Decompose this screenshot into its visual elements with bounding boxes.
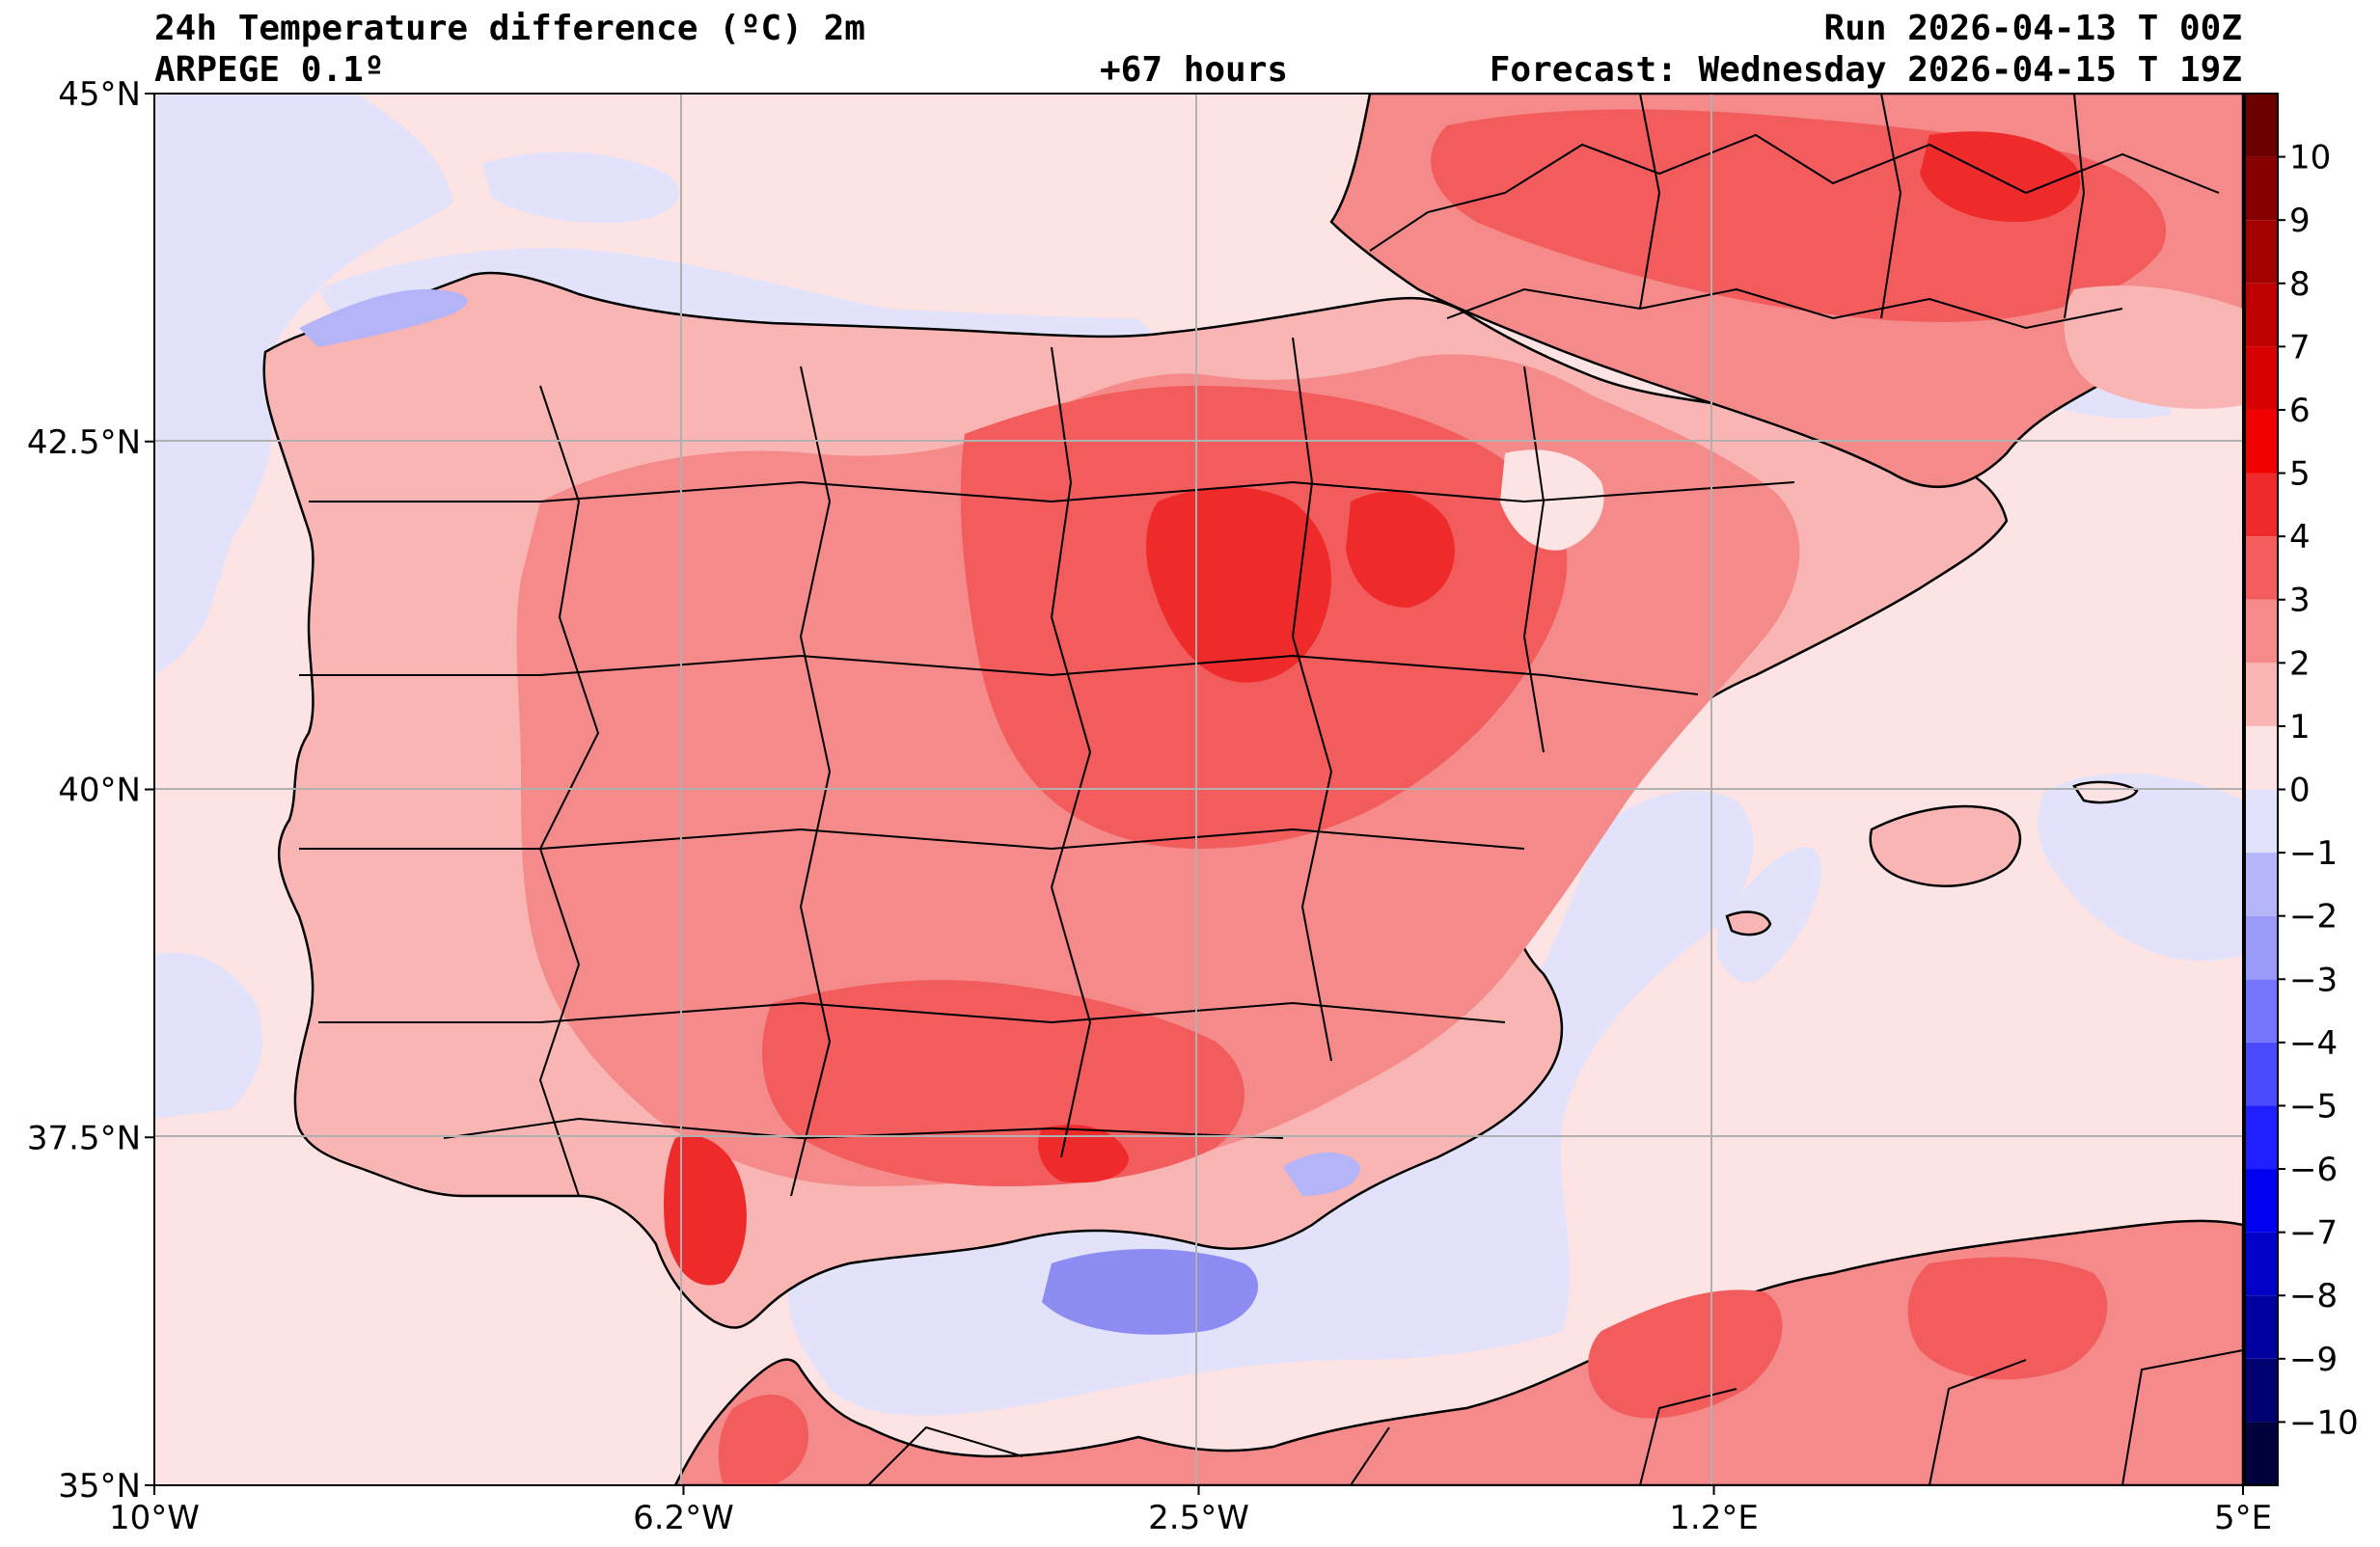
colorbar-segment <box>2245 409 2278 474</box>
colorbar-tick-label: −2 <box>2289 898 2338 936</box>
colorbar-segment <box>2245 473 2278 537</box>
cool-area-biscay <box>318 248 1158 352</box>
colorbar-tick-label: −3 <box>2289 961 2338 999</box>
colorbar-segment <box>2245 1358 2278 1423</box>
north-africa-warm-3 <box>1588 1289 1783 1419</box>
colorbar-tick-label: 4 <box>2289 518 2311 556</box>
cool-area-cantabrian <box>299 289 468 347</box>
colorbar-segment <box>2245 94 2278 157</box>
colorbar-segment <box>2245 283 2278 347</box>
colorbar-segment <box>2245 853 2278 916</box>
colorbar-tick-label: −4 <box>2289 1024 2338 1063</box>
forecast-label: Forecast: Wednesday 2026-04-15 T 19Z <box>1489 50 2242 90</box>
lat-tick-label: 37.5°N <box>27 1119 141 1157</box>
run-label: Run 2026-04-13 T 00Z <box>1823 9 2242 48</box>
warm-4-sw <box>664 1135 747 1286</box>
lon-tick-label: 5°E <box>2214 1499 2272 1537</box>
colorbar-segment <box>2245 346 2278 410</box>
colorbar-segment <box>2245 1105 2278 1170</box>
warm-4-central <box>1146 487 1331 683</box>
lat-tick-label: 35°N <box>58 1467 141 1506</box>
cool-area-balearic-west <box>1717 847 1821 983</box>
colorbar-segment <box>2245 915 2278 980</box>
colorbar-segment <box>2245 1295 2278 1359</box>
map-title: 24h Temperature difference (ºC) 2m <box>154 9 865 48</box>
colorbar-tick-label: 7 <box>2289 328 2311 366</box>
land-north-africa <box>673 1219 2243 1485</box>
cool-area-atlantic-west <box>154 952 262 1119</box>
colorbar-segment <box>2245 1232 2278 1296</box>
lat-tick-label: 42.5°N <box>27 423 141 462</box>
north-africa-warm-3-west <box>718 1395 809 1485</box>
land-menorca <box>2072 780 2139 804</box>
province-boundaries <box>299 94 2243 1485</box>
lon-tick-label: 2.5°W <box>1148 1499 1249 1537</box>
cool-area-alboran <box>788 791 1754 1416</box>
model-label: ARPEGE 0.1º <box>154 50 385 90</box>
lead-time: +67 hours <box>1100 50 1289 90</box>
warm-4-se <box>1038 1125 1129 1183</box>
colorbar-segment <box>2245 663 2278 726</box>
colorbar-tick-label: 8 <box>2289 265 2311 304</box>
lon-tick-label: 6.2°W <box>633 1499 734 1537</box>
cool-area-biscay-north <box>482 151 680 224</box>
colorbar-segment <box>2245 156 2278 221</box>
cool-area-east <box>2038 773 2243 962</box>
colorbar-tick-label: 10 <box>2289 139 2331 177</box>
colorbar-segment <box>2245 789 2278 854</box>
colorbar-tick-label: −9 <box>2289 1341 2338 1379</box>
north-africa-warm-3-east <box>1907 1257 2108 1380</box>
colorbar-segment <box>2245 220 2278 284</box>
longitude-ticks: 10°W 6.2°W 2.5°W 1.2°E 5°E <box>109 1485 2272 1537</box>
lat-tick-label: 40°N <box>58 772 141 810</box>
colorbar-tick-label: −10 <box>2289 1403 2359 1442</box>
colorbar-segment <box>2245 1042 2278 1106</box>
colorbar-segment <box>2245 1422 2278 1485</box>
colorbar-segment <box>2245 1169 2278 1233</box>
lat-tick-label: 45°N <box>58 75 141 114</box>
colorbar-tick-label: −1 <box>2289 834 2338 873</box>
colorbar-tick-label: 6 <box>2289 392 2311 430</box>
cool-area-alboran-deep <box>1042 1249 1259 1335</box>
colorbar-segment <box>2245 536 2278 600</box>
lon-tick-label: 1.2°E <box>1669 1499 1759 1537</box>
field-layer <box>154 94 2243 1485</box>
colorbar-tick-label: 9 <box>2289 202 2311 240</box>
colorbar-tick-label: −5 <box>2289 1087 2338 1126</box>
land-mallorca <box>1869 804 2022 887</box>
gridlines <box>154 94 2243 1485</box>
colorbar-tick-label: 1 <box>2289 708 2311 746</box>
france-pale-se <box>2064 285 2243 409</box>
colorbar-segment <box>2245 725 2278 790</box>
cool-area-atlantic-nw <box>154 94 453 675</box>
colorbar-segment <box>2245 979 2278 1043</box>
latitude-ticks: 45°N 42.5°N 40°N 37.5°N 35°N <box>27 75 154 1506</box>
colorbar-tick-label: −7 <box>2289 1214 2338 1253</box>
cool-area-almeria <box>1283 1153 1360 1196</box>
colorbar-tick-label: 0 <box>2289 772 2311 810</box>
colorbar-tick-label: −6 <box>2289 1151 2338 1189</box>
colorbar-tick-label: 3 <box>2289 582 2311 620</box>
lon-tick-label: 10°W <box>109 1499 200 1537</box>
colorbar-segment <box>2245 599 2278 664</box>
warm-4-ne <box>1346 491 1455 608</box>
colorbar-tick-label: 5 <box>2289 455 2311 494</box>
land-ibiza <box>1725 910 1772 936</box>
colorbar-tick-label: −8 <box>2289 1277 2338 1316</box>
france-warm-4 <box>1920 131 2081 222</box>
colorbar-tick-label: 2 <box>2289 644 2311 683</box>
